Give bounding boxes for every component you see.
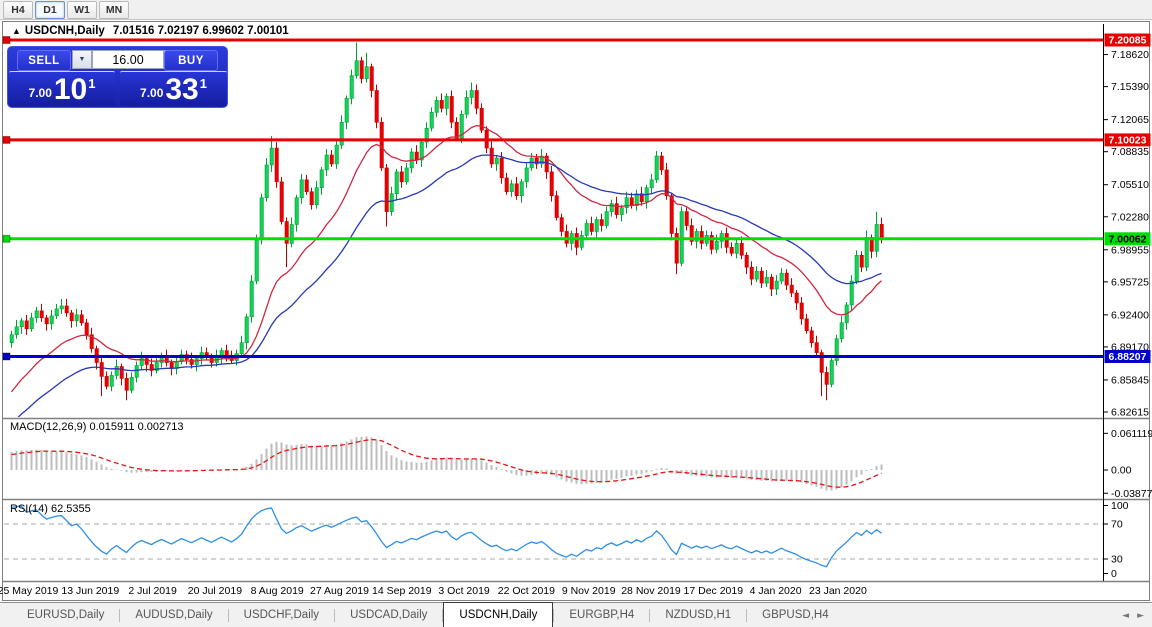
tab-NZDUSD-H1[interactable]: NZDUSD,H1 [665, 609, 732, 621]
timeframe-toolbar: H4 D1 W1 MN [0, 0, 1152, 20]
collapse-triangle-icon[interactable]: ▲ [12, 26, 21, 36]
timeframe-button-d1[interactable]: D1 [35, 0, 65, 19]
tab-separator [334, 608, 336, 622]
tab-separator [746, 608, 748, 622]
price-badge-label: 7.10023 [1109, 134, 1147, 146]
price-badge-label: 6.88207 [1109, 351, 1147, 363]
price-badge [1104, 133, 1151, 147]
date-axis-label: 25 May 2019 [0, 585, 59, 597]
bid-price-display[interactable]: 7.00 10 1 [9, 71, 115, 106]
tab-separator [119, 608, 121, 622]
price-tick-label: 6.98955 [1111, 244, 1149, 256]
price-tick-label: 6.92400 [1111, 309, 1149, 321]
tab-EURUSD-Daily[interactable]: EURUSD,Daily [27, 609, 105, 621]
ask-price-prefix: 7.00 [140, 86, 164, 100]
date-axis-label: 2 Jul 2019 [128, 585, 177, 597]
macd-axis-label: 0.061119 [1111, 428, 1152, 440]
date-axis-label: 4 Jan 2020 [750, 585, 802, 597]
macd-signal-line [11, 438, 882, 488]
rsi-indicator-label: RSI(14) 62.5355 [10, 503, 91, 515]
date-axis-label: 23 Jan 2020 [809, 585, 867, 597]
tab-separator [649, 608, 651, 622]
hline-anchor-icon[interactable] [2, 135, 11, 144]
ma-slow-line [17, 154, 882, 417]
date-axis-label: 13 Jun 2019 [61, 585, 119, 597]
timeframe-button-h4[interactable]: H4 [3, 0, 33, 19]
date-axis-label: 27 Aug 2019 [310, 585, 369, 597]
macd-histogram [10, 436, 883, 491]
chart-window-frame [2, 21, 1150, 601]
chart-title: ▲ USDCNH,Daily 7.01516 7.02197 6.99602 7.0… [12, 25, 289, 37]
tab-USDCHF-Daily[interactable]: USDCHF,Daily [243, 609, 320, 621]
chart-ohlc-values: 7.01516 7.02197 6.99602 7.00101 [112, 25, 289, 37]
macd-axis-label: 0.00 [1111, 465, 1132, 477]
tab-GBPUSD-H4[interactable]: GBPUSD,H4 [762, 609, 829, 621]
price-tick-label: 7.18620 [1111, 49, 1149, 61]
hline-anchor-icon[interactable] [2, 352, 11, 361]
rsi-line [11, 505, 882, 568]
chart-area[interactable]: 7.18620 7.15390 7.12065 7.08835 7.05510 7.022… [0, 0, 1152, 602]
bid-price-prefix: 7.00 [28, 86, 52, 100]
date-axis-label: 9 Nov 2019 [562, 585, 616, 597]
volume-input[interactable]: 16.00 [92, 50, 164, 69]
price-badge [1104, 232, 1151, 246]
price-badge-label: 7.20085 [1109, 35, 1147, 47]
date-axis-label: 14 Sep 2019 [372, 585, 432, 597]
price-tick-label: 6.95725 [1111, 276, 1149, 288]
tab-separator [553, 608, 555, 622]
ask-price-big-digits: 33 [165, 73, 199, 106]
price-tick-label: 7.05510 [1111, 179, 1149, 191]
price-tick-label: 6.82615 [1111, 407, 1149, 419]
candles-group [9, 42, 884, 401]
price-tick-label: 6.85845 [1111, 374, 1149, 386]
date-axis-label: 28 Nov 2019 [621, 585, 681, 597]
price-tick-label: 7.15390 [1111, 81, 1149, 93]
price-tick-label: 7.02280 [1111, 211, 1149, 223]
price-badge-label: 7.00062 [1109, 233, 1147, 245]
ask-price-pip-digit: 1 [199, 76, 207, 91]
symbol-tab-bar: EURUSD,Daily AUDUSD,Daily USDCHF,Daily USDC… [0, 602, 1152, 627]
hline-anchor-icon[interactable] [2, 36, 11, 44]
tab-separator [442, 608, 444, 622]
buy-button[interactable]: BUY [164, 50, 218, 71]
timeframe-button-mn[interactable]: MN [99, 0, 129, 19]
price-badge [1104, 349, 1151, 363]
rsi-axis-label: 0 [1111, 568, 1117, 580]
tab-scroll-left-icon[interactable]: ◄ [1122, 610, 1130, 621]
tab-USDCNH-Daily[interactable]: USDCNH,Daily [443, 602, 554, 627]
price-badge [1104, 33, 1151, 47]
tab-separator [227, 608, 229, 622]
tab-AUDUSD-Daily[interactable]: AUDUSD,Daily [135, 609, 213, 621]
date-axis-label: 8 Aug 2019 [251, 585, 304, 597]
macd-axis-label: -0.038777 [1111, 488, 1152, 500]
tab-scroll-right-icon[interactable]: ► [1137, 610, 1144, 621]
bid-price-pip-digit: 1 [88, 76, 96, 91]
date-axis-label: 20 Jul 2019 [188, 585, 242, 597]
tab-USDCAD-Daily[interactable]: USDCAD,Daily [350, 609, 428, 621]
ask-price-display[interactable]: 7.00 33 1 [120, 71, 227, 106]
hline-anchor-icon[interactable] [2, 234, 11, 243]
price-tick-label: 7.08835 [1111, 146, 1149, 158]
timeframe-button-w1[interactable]: W1 [67, 0, 97, 19]
chart-symbol-label: USDCNH,Daily [24, 25, 105, 37]
bid-price-big-digits: 10 [53, 73, 88, 106]
price-tick-label: 7.12065 [1111, 114, 1149, 126]
tab-EURGBP-H4[interactable]: EURGBP,H4 [569, 609, 635, 621]
rsi-axis-label: 70 [1111, 519, 1123, 531]
macd-indicator-label: MACD(12,26,9) 0.015911 0.002713 [10, 421, 184, 433]
date-axis-label: 22 Oct 2019 [498, 585, 555, 597]
date-axis-label: 3 Oct 2019 [438, 585, 490, 597]
rsi-axis-label: 100 [1111, 500, 1129, 512]
date-axis-label: 17 Dec 2019 [684, 585, 744, 597]
rsi-axis-label: 30 [1111, 554, 1123, 566]
sell-button[interactable]: SELL [17, 50, 71, 71]
spread-decrease-button[interactable]: ▼ [72, 50, 92, 69]
